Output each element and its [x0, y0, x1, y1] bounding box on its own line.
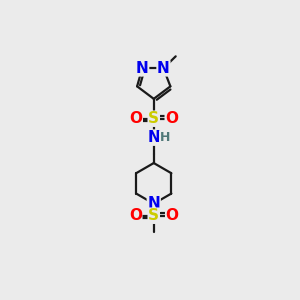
Text: S: S	[148, 208, 159, 223]
Text: O: O	[129, 111, 142, 126]
Text: N: N	[147, 196, 160, 211]
Text: N: N	[147, 130, 160, 145]
Text: S: S	[148, 111, 159, 126]
Text: H: H	[160, 131, 170, 144]
Text: O: O	[165, 111, 178, 126]
Text: N: N	[157, 61, 170, 76]
Text: O: O	[129, 208, 142, 223]
Text: O: O	[166, 208, 179, 223]
Text: N: N	[136, 61, 148, 76]
